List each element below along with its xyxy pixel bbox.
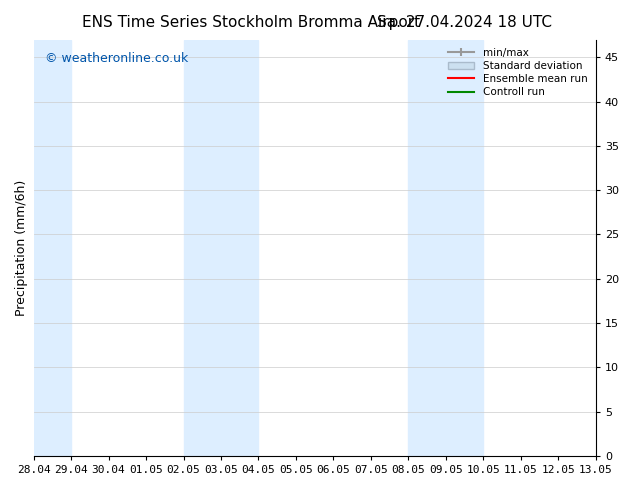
Bar [183,40,259,456]
Text: © weatheronline.co.uk: © weatheronline.co.uk [45,52,188,65]
Legend: min/max, Standard deviation, Ensemble mean run, Controll run: min/max, Standard deviation, Ensemble me… [445,45,591,100]
Bar [408,40,483,456]
Text: ENS Time Series Stockholm Bromma Airport: ENS Time Series Stockholm Bromma Airport [82,15,420,30]
Y-axis label: Precipitation (mm/6h): Precipitation (mm/6h) [15,180,28,316]
Bar [34,40,71,456]
Text: Sa. 27.04.2024 18 UTC: Sa. 27.04.2024 18 UTC [377,15,552,30]
